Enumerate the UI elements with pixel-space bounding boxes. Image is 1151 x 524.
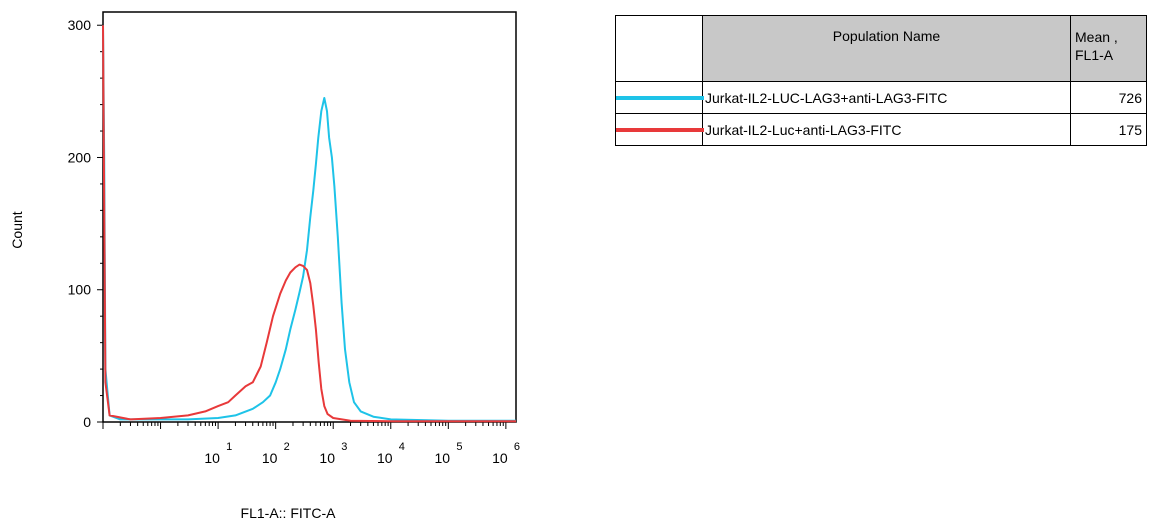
legend-row: Jurkat-IL2-Luc+anti-LAG3-FITC 175 (615, 113, 1147, 146)
legend-row: Jurkat-IL2-LUC-LAG3+anti-LAG3-FITC 726 (615, 81, 1147, 114)
x-tick-label: 10 (492, 450, 508, 466)
mean-header: Mean , FL1-A (1070, 15, 1147, 82)
plot-border (102, 11, 517, 423)
x-tick-exponent: 6 (514, 441, 520, 453)
y-tick-label: 300 (68, 17, 92, 33)
x-tick-exponent: 1 (226, 441, 232, 453)
legend-swatch-red (616, 127, 704, 132)
legend-swatch-cyan (616, 95, 704, 100)
x-tick-label: 10 (435, 450, 451, 466)
legend-swatch-cell (615, 81, 704, 114)
mean-header-line2: FL1-A (1075, 47, 1114, 63)
legend-mean-value: 726 (1070, 81, 1147, 114)
x-tick-exponent: 3 (341, 441, 347, 453)
x-tick-label: 10 (204, 450, 220, 466)
x-axis: 10 1 10 2 10 3 10 4 10 5 10 6 (102, 422, 520, 466)
legend-header-blank (615, 15, 703, 82)
y-axis-label: Count (9, 211, 25, 248)
legend-population-name: Jurkat-IL2-LUC-LAG3+anti-LAG3-FITC (702, 81, 1071, 114)
x-tick-exponent: 4 (399, 441, 405, 453)
y-tick-label: 0 (83, 414, 91, 430)
histogram-chart: 0 100 200 300 10 1 10 2 10 3 10 4 10 5 10 6 Count FL1-… (9, 11, 520, 521)
legend-mean-value: 175 (1070, 113, 1147, 146)
series-line-1 (102, 25, 516, 423)
legend-swatch-cell (615, 113, 704, 146)
legend-population-name: Jurkat-IL2-Luc+anti-LAG3-FITC (702, 113, 1071, 146)
plot-frame (102, 11, 517, 423)
x-axis-label: FL1-A:: FITC-A (241, 505, 337, 521)
legend-header-row: Population Name Mean , FL1-A (615, 15, 1147, 82)
y-axis: 0 100 200 300 (68, 17, 103, 430)
x-tick-label: 10 (262, 450, 278, 466)
population-legend-table: Population Name Mean , FL1-A Jurkat-IL2-… (615, 15, 1147, 146)
series-line-0 (102, 25, 516, 422)
y-tick-label: 200 (68, 149, 92, 165)
mean-header-line1: Mean , (1075, 29, 1118, 45)
x-tick-exponent: 2 (284, 441, 290, 453)
population-name-header: Population Name (702, 15, 1071, 82)
x-tick-exponent: 5 (456, 441, 462, 453)
x-tick-label: 10 (377, 450, 393, 466)
series-layer (102, 25, 516, 423)
y-tick-label: 100 (68, 282, 92, 298)
x-tick-label: 10 (319, 450, 335, 466)
